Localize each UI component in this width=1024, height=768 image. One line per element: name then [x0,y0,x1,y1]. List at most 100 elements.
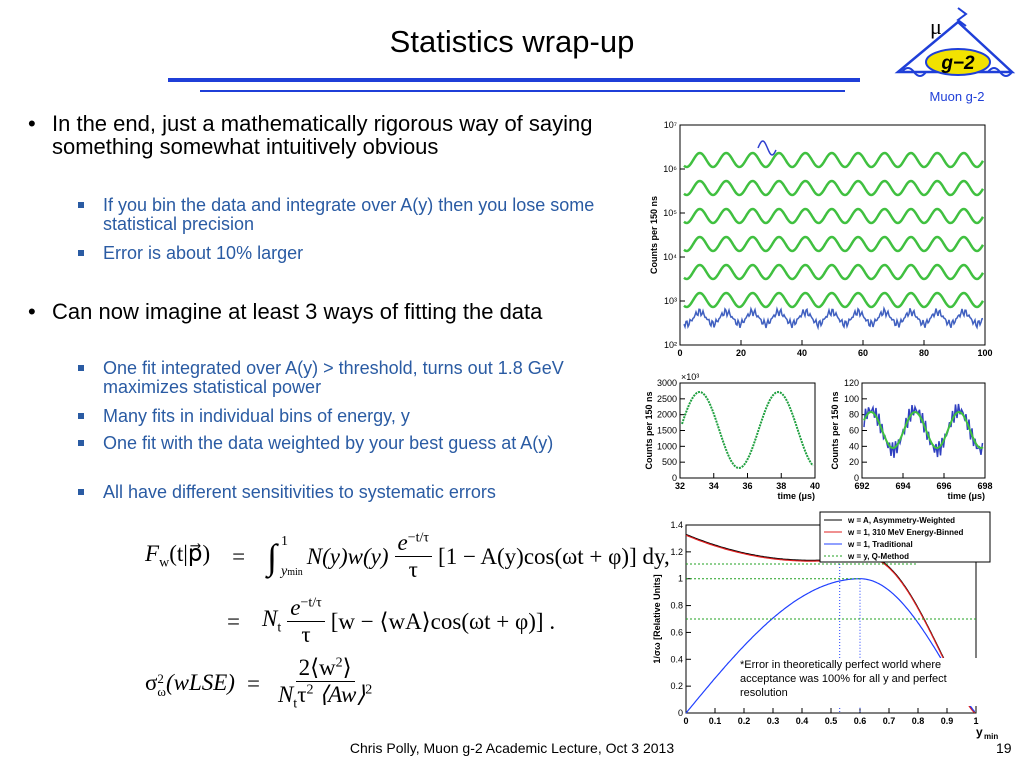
y-tick-label: 120 [844,378,859,388]
sub-bullet-text: All have different sensitivities to syst… [103,482,496,502]
equation: = Nt e−t/τ τ [w − ⟨wA⟩cos(ωt + φ)] . [145,595,555,648]
eq-text: F [145,541,160,567]
legend-label: w = A, Asymmetry-Weighted [847,516,955,525]
x-tick-label: 0 [683,716,688,726]
x-tick-label: 0.3 [767,716,780,726]
eq-text: N(y)w(y) [306,543,389,569]
y-tick-label: 10⁶ [663,164,677,174]
eq-text: [w − ⟨wA⟩cos(ωt + φ)] . [330,608,556,634]
eq-text: ω [157,683,166,699]
fit-curve [683,291,985,309]
logo: μ g−2 Muon g-2 [894,7,1016,104]
legend-box [819,511,991,563]
eq-text: t [293,696,298,712]
y-tick-label: 1 [678,574,683,584]
x-tick-label: 1 [973,716,978,726]
page-number: 19 [996,740,1012,756]
y-tick-label: 2000 [657,410,677,420]
y-axis-label: 1/σω [Relative Units] [652,574,662,663]
sub-bullet-text: One fit with the data weighted by your b… [103,433,554,453]
x-tick-label: 694 [895,481,910,491]
x-tick-label: 698 [977,481,992,491]
annotation: *Error in theoretically perfect world wh… [740,659,947,699]
logo-symbol: μ [930,14,942,39]
x-tick-label: 0.5 [825,716,838,726]
eq-text: 2 [365,682,373,698]
sub-bullet: Many fits in individual bins of energy, … [78,407,603,426]
x-tick-label: 100 [977,348,992,358]
bullet-text: In the end, just a mathematically rigoro… [52,111,593,159]
x-tick-label: 36 [742,481,752,491]
eq-text: (t|p⃗) [169,541,211,567]
data-curve [683,305,984,331]
fit-curve [683,179,985,197]
x-tick-label: 34 [709,481,719,491]
x-tick-label: 0 [677,348,682,358]
y-tick-label: 1500 [657,426,677,436]
y-tick-label: 2500 [657,394,677,404]
y-tick-label: 1.4 [670,520,683,530]
eq-text: σ [145,669,158,695]
eq-text: 2 [335,655,343,671]
y-tick-label: 10⁵ [663,208,677,218]
x-tick-label: 40 [810,481,820,491]
x-tick-label: 0.6 [854,716,867,726]
slide-title: Statistics wrap-up [389,24,635,59]
x-tick-label: 0.7 [883,716,896,726]
eq-text: ⟩ [342,655,352,680]
y-tick-label: 20 [849,457,859,467]
y-tick-label: 0.6 [670,627,683,637]
logo-caption: Muon g-2 [930,89,985,104]
data-curve [757,140,777,156]
eq-text: N [277,682,294,707]
x-tick-label: 0.4 [796,716,809,726]
x-tick-label: 80 [919,348,929,358]
eq-text: w [159,555,170,571]
y-axis-label: Counts per 150 ns [644,391,654,469]
sub-bullet: All have different sensitivities to syst… [78,483,603,502]
eq-text: e [290,595,301,620]
axis-multiplier: ×10³ [681,372,699,382]
legend-label: w = 1, 310 MeV Energy-Binned [847,528,963,537]
curve [685,578,976,714]
eq-text: −t/τ [407,530,430,546]
sub-bullet-text: If you bin the data and integrate over A… [103,195,595,234]
eq-text: 2 [306,682,314,698]
y-axis-label: Counts per 150 ns [649,196,659,274]
x-tick-label: 696 [936,481,951,491]
eq-text: 2⟨w [298,655,336,680]
eq-text: 1 [280,533,288,549]
y-tick-label: 10² [664,340,677,350]
fit-curve [683,207,985,225]
fit-curve [683,235,985,253]
eq-text: = [246,670,260,696]
bullet-text: Can now imagine at least 3 ways of fitti… [52,299,543,324]
fit-curve [863,410,984,450]
fit-curve [683,263,985,281]
x-tick-label: 60 [858,348,868,358]
y-tick-label: 0.8 [670,601,683,611]
logo-badge: g−2 [940,53,975,74]
eq-text: ⟨Aw⟩ [319,682,366,707]
sub-bullet: One fit with the data weighted by your b… [78,434,603,453]
y-tick-label: 500 [662,457,677,467]
x-tick-label: 0.1 [709,716,722,726]
y-tick-label: 3000 [657,378,677,388]
plot-frame [679,382,816,479]
eq-text: ∫ [267,536,277,577]
fit-curve [681,390,814,470]
eq-text: = [232,543,246,569]
annotation-text: *Error in theoretically perfect world wh… [740,659,947,699]
x-axis-label: time (μs) [777,491,815,501]
plot-frame [679,124,986,346]
bullet: • Can now imagine at least 3 ways of fitt… [28,300,603,323]
x-tick-label: 0.9 [941,716,954,726]
y-tick-label: 0.4 [670,654,683,664]
eq-text: (wLSE) [165,669,235,695]
y-tick-label: 40 [849,441,859,451]
x-tick-label: 0.8 [912,716,925,726]
eq-text: 2 [157,670,164,686]
bullet: • In the end, just a mathematically rigor… [28,112,603,158]
sub-bullet: If you bin the data and integrate over A… [78,196,603,234]
eq-text: = [227,608,240,634]
